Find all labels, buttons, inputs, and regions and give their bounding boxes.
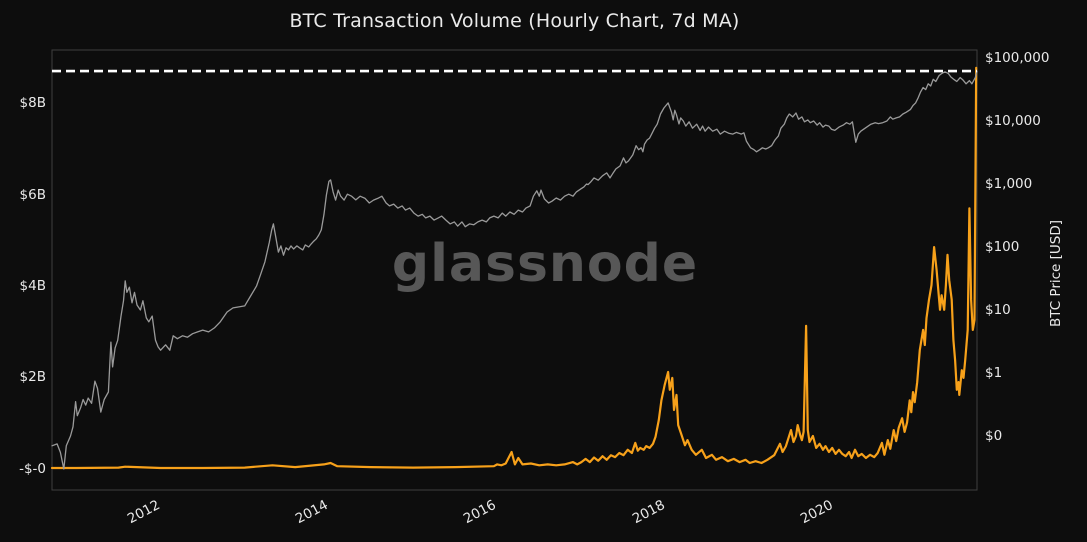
- y-right-tick-label: $10,000: [985, 113, 1041, 129]
- y-right-tick-label: $100,000: [985, 50, 1050, 66]
- y-left-tick-label: $6B: [19, 186, 46, 203]
- y-left-tick-label: $2B: [19, 369, 46, 386]
- y-right-tick-label: $10: [985, 302, 1011, 318]
- y-left-tick-label: $4B: [19, 278, 46, 294]
- right-axis-title: BTC Price [USD]: [1048, 219, 1064, 327]
- transaction-volume-line: [50, 66, 978, 470]
- y-right-tick-label: $1: [985, 365, 1003, 381]
- y-right-tick-label: $1,000: [985, 176, 1033, 192]
- chart-title: BTC Transaction Volume (Hourly Chart, 7d…: [289, 10, 740, 32]
- y-right-tick-label: $0: [985, 428, 1003, 444]
- plot-border: [51, 49, 978, 491]
- y-right-tick-label: $100: [985, 239, 1020, 255]
- btc-price-line: [51, 70, 978, 470]
- y-left-tick-label: $8B: [19, 95, 46, 112]
- y-left-tick-label: -$-0: [19, 460, 46, 477]
